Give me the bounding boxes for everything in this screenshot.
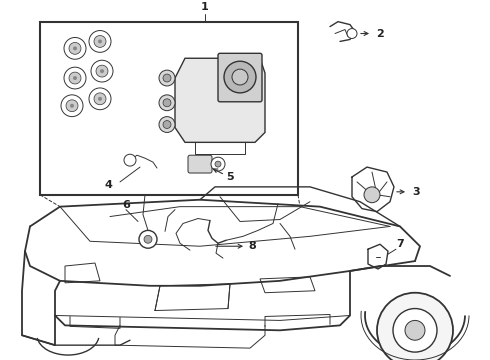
Circle shape [94,93,106,105]
Text: 5: 5 [226,172,234,182]
Circle shape [89,88,111,110]
Circle shape [69,42,81,54]
Circle shape [98,97,102,101]
Circle shape [159,70,175,86]
Circle shape [347,28,357,39]
Text: 6: 6 [122,200,130,210]
Circle shape [163,121,171,129]
Circle shape [232,69,248,85]
Text: 1: 1 [201,2,209,12]
Circle shape [73,76,77,80]
Polygon shape [175,58,265,142]
Circle shape [64,67,86,89]
Circle shape [73,46,77,50]
FancyBboxPatch shape [188,155,212,173]
Text: 2: 2 [376,28,384,39]
Circle shape [124,154,136,166]
Circle shape [91,60,113,82]
Circle shape [405,320,425,340]
Circle shape [224,61,256,93]
Circle shape [364,187,380,203]
Circle shape [159,95,175,111]
Circle shape [163,74,171,82]
Circle shape [100,69,104,73]
Circle shape [89,31,111,52]
Circle shape [64,37,86,59]
FancyBboxPatch shape [218,53,262,102]
Circle shape [66,100,78,112]
Circle shape [377,293,453,360]
Circle shape [215,161,221,167]
Circle shape [96,65,108,77]
Circle shape [70,104,74,108]
Circle shape [61,95,83,117]
Circle shape [69,72,81,84]
Circle shape [94,36,106,48]
Bar [40,22,298,195]
Text: 4: 4 [104,180,112,190]
Circle shape [98,40,102,44]
Text: 7: 7 [396,239,404,249]
Circle shape [163,99,171,107]
Circle shape [393,309,437,352]
Text: 8: 8 [248,241,256,251]
Circle shape [159,117,175,132]
Text: 3: 3 [412,187,419,197]
Circle shape [144,235,152,243]
Circle shape [211,157,225,171]
Circle shape [139,230,157,248]
